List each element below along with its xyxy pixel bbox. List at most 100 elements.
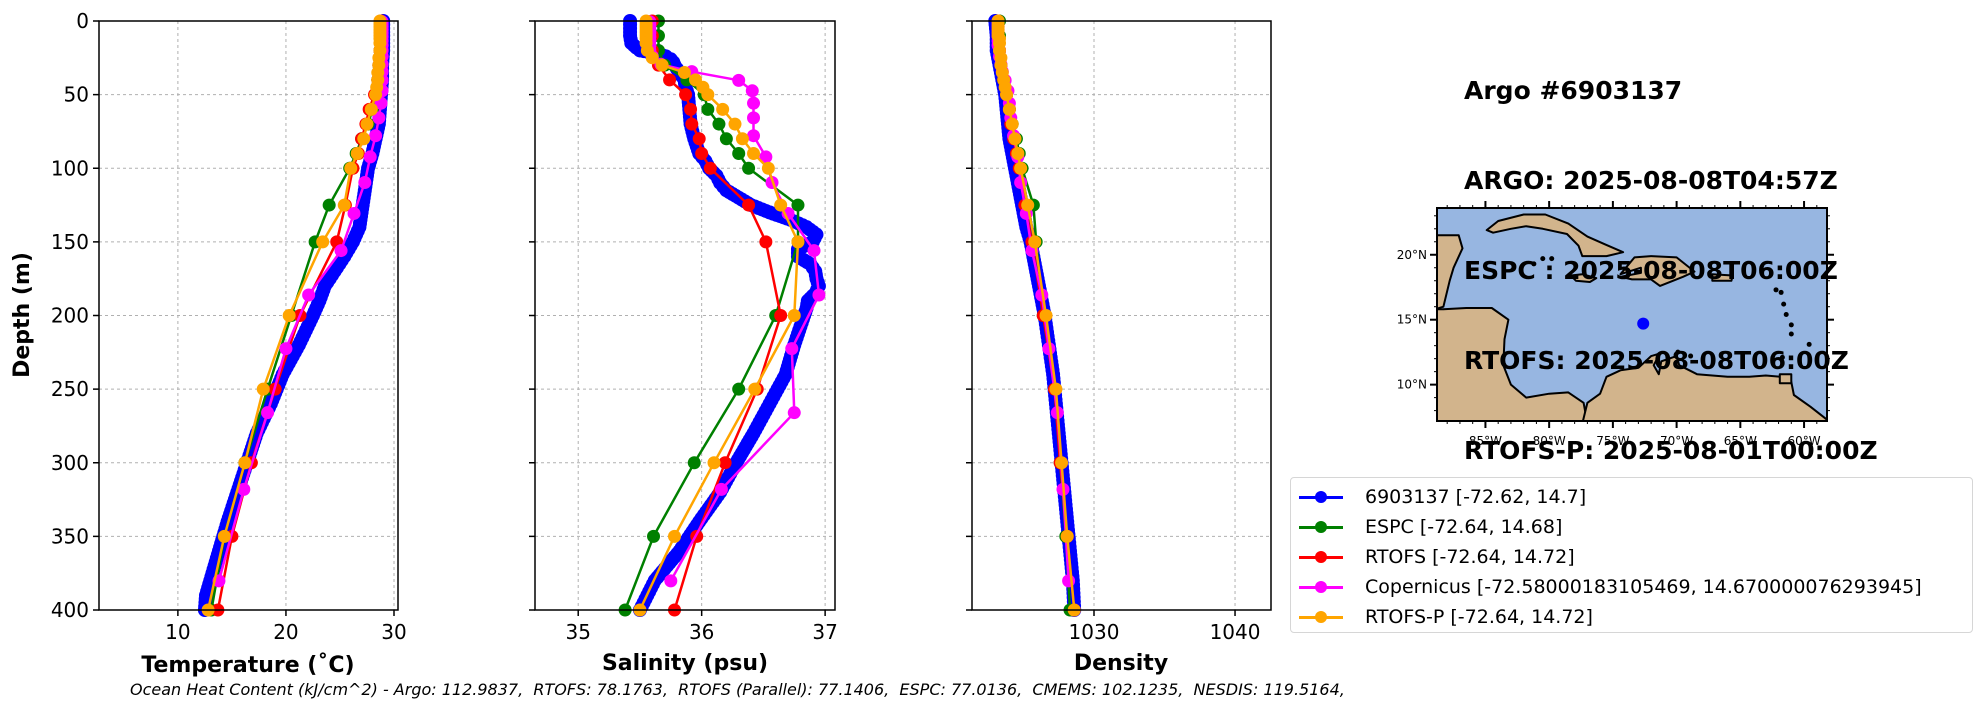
data-point-copernicus [745,84,759,98]
data-point-rtofs-p [1000,88,1014,102]
legend-item: RTOFS [-72.64, 14.72] [1291,542,1972,572]
y-tick-label: 0 [76,9,89,33]
data-point-rtofs [695,147,709,161]
data-point-espc [742,161,756,175]
data-point-copernicus [664,574,678,588]
data-point-rtofs-p [748,382,762,396]
x-tick-label: 20 [273,620,298,644]
data-point-rtofs-p [316,235,330,249]
map-island [1549,256,1555,262]
data-point-rtofs-p [1060,529,1074,543]
data-point-copernicus [347,206,361,220]
x-tick-label: 36 [689,620,714,644]
data-point-copernicus [363,150,377,164]
legend-label: RTOFS-P [-72.64, 14.72] [1365,606,1593,628]
land-hispaniola [1619,255,1696,287]
temperature-panel: 0 50 100 150 200 250 300 350 400 10 20 30 [51,9,407,644]
land-south-america [1581,352,1827,421]
map-x-tick-label: 75°W [1596,434,1629,448]
y-tick-label: 250 [51,377,89,401]
legend-marker-icon [1299,611,1343,623]
map-y-tick-label: 10°N [1397,378,1427,392]
data-point-rtofs-p [1005,117,1019,131]
map-y-tick-label: 20°N [1397,248,1427,262]
land-cuba [1485,213,1625,258]
legend-label: Copernicus [-72.58000183105469, 14.67000… [1365,576,1922,598]
data-point-rtofs-p [1049,382,1063,396]
y-tick-label: 350 [51,524,89,548]
data-point-copernicus [747,96,761,110]
data-point-espc [719,132,733,146]
map-island [1806,341,1812,347]
header-rtofs-p-time: RTOFS-P: 2025-08-01T00:00Z [1464,436,1878,465]
data-point-rtofs-p [1002,102,1016,116]
legend-marker-icon [1299,521,1343,533]
legend-marker-icon [1299,491,1343,503]
density-panel: 1030 1040 [966,14,1272,644]
data-point-rtofs-p [364,102,378,116]
header-rtofs-time: RTOFS: 2025-08-08T06:00Z [1464,346,1849,375]
series-group [988,14,1082,617]
land-trinidad [1778,373,1793,385]
data-point-copernicus [279,342,293,356]
map-x-tick-label: 70°W [1660,434,1693,448]
legend-label: 6903137 [-72.62, 14.7] [1365,486,1587,508]
data-point-copernicus [812,288,826,302]
data-point-rtofs-p [787,309,801,322]
data-point-rtofs-p [716,102,730,116]
x-tick-label: 35 [565,620,590,644]
data-point-rtofs-p [1014,161,1028,175]
salinity-panel: 35 36 37 [529,14,838,644]
data-point-rtofs-p [761,161,775,175]
data-point-rtofs-p [1011,147,1025,161]
data-point-rtofs-p [655,58,669,72]
legend-item: ESPC [-72.64, 14.68] [1291,512,1972,542]
data-point-copernicus [785,342,799,356]
data-point-rtofs-p [668,529,682,543]
data-point-copernicus [714,482,728,496]
map-island [1688,353,1694,359]
data-point-espc [701,102,715,116]
legend-label: ESPC [-72.64, 14.68] [1365,516,1563,538]
data-point-rtofs-p [677,66,691,80]
data-point-espc [732,382,746,396]
map-x-tick-label: 65°W [1724,434,1757,448]
map-island [1540,256,1546,262]
map-frame [1436,207,1828,422]
legend-item: 6903137 [-72.62, 14.7] [1291,482,1972,512]
data-point-rtofs [685,117,699,131]
y-tick-label: 100 [51,156,89,180]
legend-item: RTOFS-P [-72.64, 14.72] [1291,602,1972,632]
data-point-rtofs-p [357,132,371,146]
data-point-rtofs-p [728,117,742,131]
axes-frame [971,20,1272,611]
data-point-rtofs [679,88,693,102]
data-point-espc [647,529,661,543]
data-point-rtofs [718,456,732,470]
data-point-copernicus [358,176,372,190]
map-x-tick-label: 80°W [1533,434,1566,448]
axes-frame [98,20,399,611]
data-point-espc [712,117,726,131]
map-island [1675,349,1681,355]
map-island [1773,287,1779,293]
data-point-rtofs-p [350,147,364,161]
series-group [197,14,391,617]
map-island [1778,289,1784,295]
data-point-copernicus [759,150,773,164]
map-y-tick-label: 15°N [1397,313,1427,327]
data-point-copernicus [261,406,275,420]
header-argo-time: ARGO: 2025-08-08T04:57Z [1464,166,1838,195]
data-point-rtofs [663,73,677,87]
data-point-rtofs [742,198,756,212]
data-point-rtofs-p [1008,132,1022,146]
x-tick-label: 30 [381,620,406,644]
data-point-copernicus [237,482,251,496]
data-point-copernicus [369,129,383,143]
data-point-rtofs-p [344,161,358,175]
data-point-copernicus [807,244,821,258]
data-point-rtofs-p [645,51,659,65]
data-point-rtofs-p [791,235,805,249]
salinity-axis-title: Salinity (psu) [602,651,768,676]
data-point-espc [687,456,701,470]
